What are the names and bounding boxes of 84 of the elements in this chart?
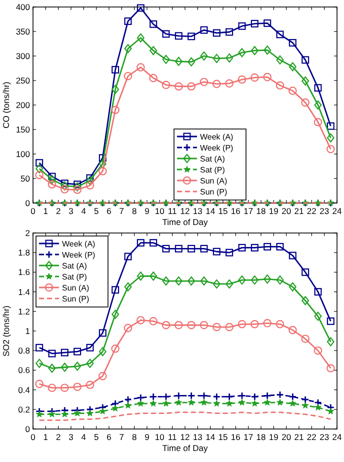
x-tick-label: 15 bbox=[218, 432, 228, 442]
x-tick-label: 5 bbox=[94, 206, 99, 216]
x-tick-label: 20 bbox=[282, 432, 292, 442]
y-tick-label: 100 bbox=[16, 149, 30, 159]
x-tick-label: 1 bbox=[43, 432, 48, 442]
x-tick-label: 22 bbox=[306, 432, 317, 442]
y-tick-label: 0 bbox=[25, 424, 30, 434]
legend-label: Week (P) bbox=[62, 250, 96, 260]
y-tick-label: 2 bbox=[25, 228, 30, 238]
y-tick-label: 0.2 bbox=[18, 404, 30, 414]
x-tick-label: 3 bbox=[68, 432, 74, 442]
x-tick-label: 7 bbox=[119, 206, 124, 216]
x-tick-label: 22 bbox=[306, 206, 317, 216]
x-tick-label: 16 bbox=[230, 206, 241, 216]
x-tick-label: 13 bbox=[192, 206, 203, 216]
legend-label: Sat (P) bbox=[200, 166, 226, 174]
x-tick-label: 19 bbox=[268, 206, 279, 216]
x-tick-label: 9 bbox=[144, 206, 150, 216]
y-axis-title: CO (tons/hr) bbox=[1, 81, 11, 128]
x-axis-title: Time of Day bbox=[162, 443, 208, 453]
x-tick-label: 17 bbox=[244, 206, 254, 216]
x-tick-label: 2 bbox=[56, 432, 61, 442]
y-tick-label: 0.6 bbox=[18, 365, 30, 376]
legend-label: Sat (A) bbox=[200, 154, 226, 164]
x-tick-label: 23 bbox=[320, 206, 330, 216]
x-axis-title: Time of Day bbox=[162, 217, 208, 227]
legend-label: Week (A) bbox=[200, 132, 234, 142]
x-tick-label: 5 bbox=[94, 432, 99, 442]
x-tick-label: 15 bbox=[218, 206, 228, 216]
y-tick-label: 1.8 bbox=[18, 248, 30, 258]
x-tick-label: 14 bbox=[206, 432, 216, 442]
x-tick-label: 9 bbox=[144, 432, 150, 442]
y-tick-label: 1 bbox=[25, 326, 30, 336]
y-tick-label: 1.2 bbox=[18, 306, 30, 316]
legend-label: Sun (P) bbox=[62, 294, 90, 304]
legend-label: Week (P) bbox=[200, 144, 234, 152]
y-tick-label: 300 bbox=[16, 51, 30, 61]
legend-label: Sun (A) bbox=[200, 176, 228, 186]
legend-label: Week (A) bbox=[62, 240, 96, 248]
x-tick-label: 8 bbox=[132, 206, 137, 216]
x-tick-label: 23 bbox=[320, 432, 330, 442]
x-tick-label: 17 bbox=[244, 432, 254, 442]
x-tick-label: 19 bbox=[268, 432, 279, 442]
y-tick-label: 400 bbox=[16, 2, 30, 12]
x-tick-label: 18 bbox=[256, 432, 266, 442]
x-tick-label: 24 bbox=[332, 432, 342, 442]
x-tick-label: 7 bbox=[119, 432, 124, 442]
x-tick-label: 11 bbox=[168, 206, 178, 216]
y-tick-label: 200 bbox=[16, 100, 30, 110]
y-axis-title: SO2 (tons/hr) bbox=[1, 305, 11, 357]
legend-label: Sun (P) bbox=[200, 188, 228, 196]
y-tick-label: 0.4 bbox=[18, 384, 30, 395]
x-tick-label: 6 bbox=[106, 432, 112, 442]
legend-label: Sat (P) bbox=[62, 272, 88, 282]
x-tick-label: 10 bbox=[154, 206, 165, 216]
y-tick-label: 0.8 bbox=[18, 346, 30, 356]
y-tick-label: 1.6 bbox=[18, 267, 30, 278]
y-tick-label: 350 bbox=[16, 26, 30, 36]
x-tick-label: 6 bbox=[106, 206, 112, 216]
x-tick-label: 4 bbox=[81, 432, 86, 442]
x-tick-label: 14 bbox=[206, 206, 216, 216]
x-tick-label: 10 bbox=[154, 432, 165, 442]
legend-label: Sat (A) bbox=[62, 262, 88, 270]
y-tick-label: 1.4 bbox=[18, 286, 30, 297]
x-tick-label: 21 bbox=[294, 432, 304, 442]
x-tick-label: 16 bbox=[230, 432, 241, 442]
x-tick-label: 1 bbox=[43, 206, 48, 216]
x-tick-label: 24 bbox=[332, 206, 342, 216]
x-tick-label: 3 bbox=[68, 206, 74, 216]
x-tick-label: 11 bbox=[168, 432, 178, 442]
x-tick-label: 4 bbox=[81, 206, 86, 216]
x-tick-label: 8 bbox=[132, 432, 137, 442]
x-tick-label: 21 bbox=[294, 206, 304, 216]
y-tick-label: 150 bbox=[16, 124, 30, 134]
x-tick-label: 20 bbox=[282, 206, 292, 216]
x-tick-label: 18 bbox=[256, 206, 266, 216]
legend-label: Sun (A) bbox=[62, 284, 90, 292]
x-tick-label: 12 bbox=[180, 432, 190, 442]
x-tick-label: 2 bbox=[56, 206, 61, 216]
x-tick-label: 13 bbox=[192, 432, 203, 442]
y-tick-label: 0 bbox=[25, 198, 30, 208]
y-tick-label: 250 bbox=[16, 76, 30, 86]
x-tick-label: 12 bbox=[180, 206, 190, 216]
y-tick-label: 50 bbox=[20, 174, 30, 184]
